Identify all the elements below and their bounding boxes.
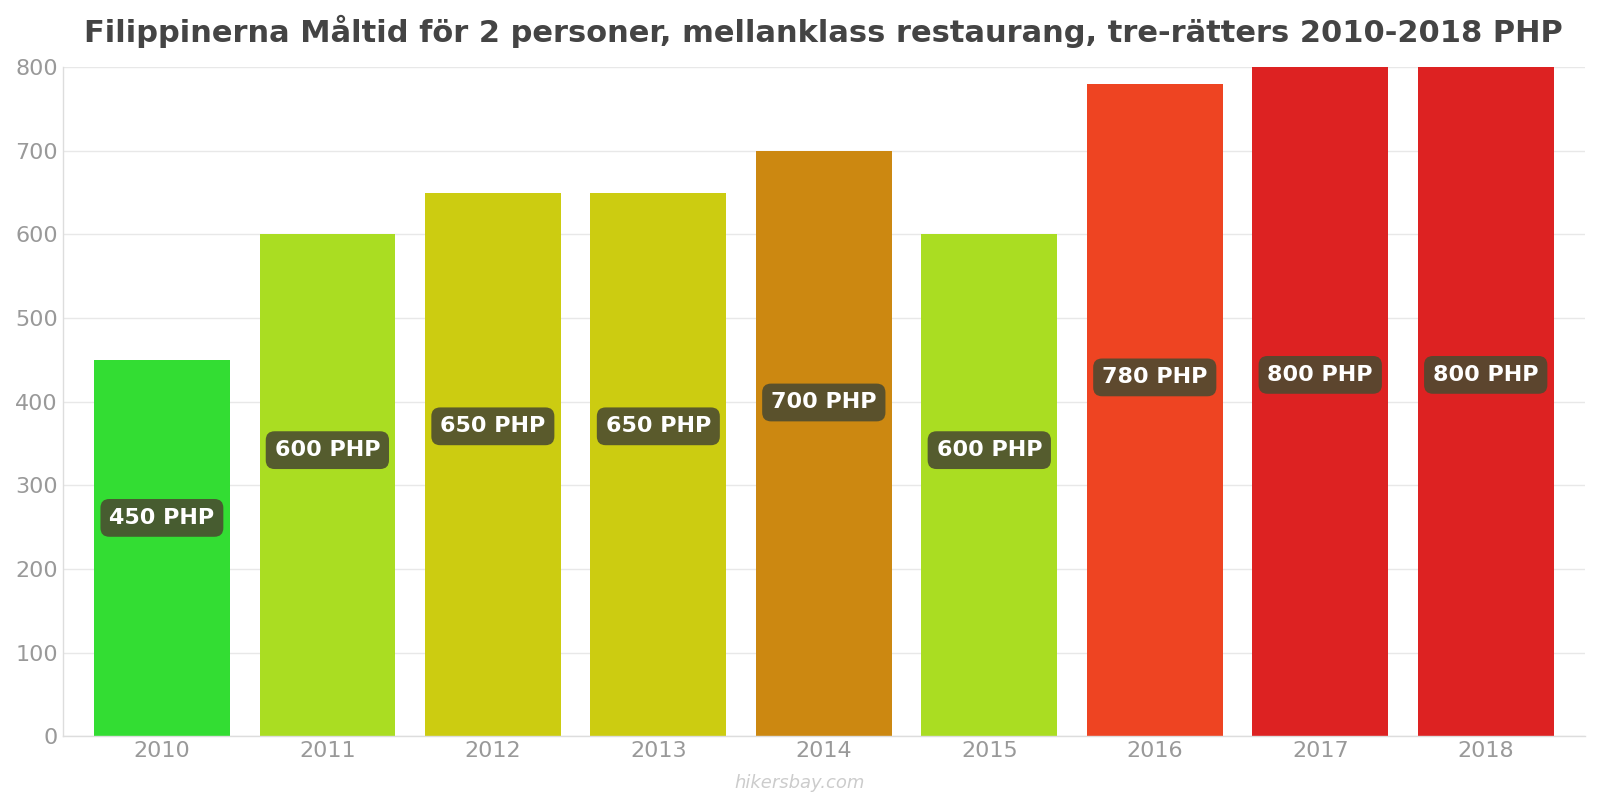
Bar — [755, 150, 891, 736]
Bar — [259, 234, 395, 736]
Bar — [590, 193, 726, 736]
Text: 800 PHP: 800 PHP — [1267, 365, 1373, 385]
Bar — [426, 193, 560, 736]
Bar — [94, 360, 230, 736]
Bar — [922, 234, 1058, 736]
Text: 800 PHP: 800 PHP — [1434, 365, 1539, 385]
Bar — [1086, 84, 1222, 736]
Text: 650 PHP: 650 PHP — [606, 416, 710, 436]
Text: 600 PHP: 600 PHP — [936, 440, 1042, 460]
Title: Filippinerna Måltid för 2 personer, mellanklass restaurang, tre-rätters 2010-201: Filippinerna Måltid för 2 personer, mell… — [85, 15, 1563, 48]
Text: 700 PHP: 700 PHP — [771, 393, 877, 413]
Text: 450 PHP: 450 PHP — [109, 508, 214, 528]
Text: 780 PHP: 780 PHP — [1102, 367, 1208, 387]
Text: 650 PHP: 650 PHP — [440, 416, 546, 436]
Bar — [1418, 67, 1554, 736]
Text: 600 PHP: 600 PHP — [275, 440, 381, 460]
Bar — [1253, 67, 1389, 736]
Text: hikersbay.com: hikersbay.com — [734, 774, 866, 792]
